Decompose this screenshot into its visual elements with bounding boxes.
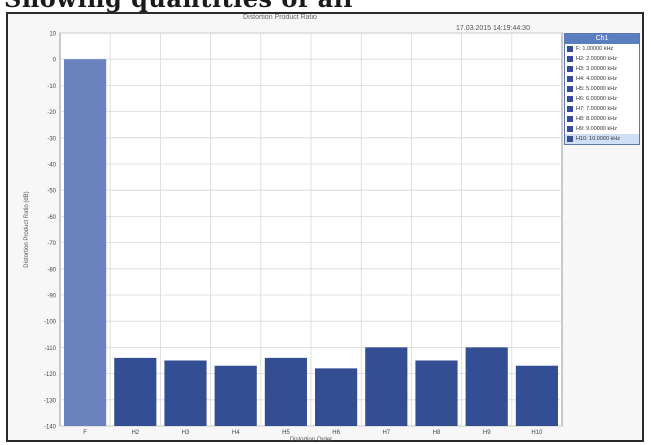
legend-item[interactable]: H10: 10.0000 kHz [565, 134, 639, 144]
legend-item[interactable]: H9: 9.00000 kHz [565, 124, 639, 134]
bar-H5 [264, 357, 307, 426]
legend-swatch [567, 136, 573, 142]
x-tick-label: H3 [182, 430, 190, 436]
x-tick-label: H5 [282, 430, 290, 436]
legend-label: H4: 4.00000 kHz [576, 76, 617, 82]
legend-item[interactable]: H5: 5.00000 kHz [565, 84, 639, 94]
y-axis-label: Distortion Product Ratio (dB) [24, 191, 30, 267]
legend-swatch [567, 76, 573, 82]
legend-items: F: 1.00000 kHz H2: 2.00000 kHz H3: 3.00000… [565, 44, 639, 144]
y-tick-label: -30 [47, 136, 56, 142]
legend-swatch [567, 56, 573, 62]
bar-H3 [164, 360, 207, 426]
y-tick-label: -80 [47, 267, 56, 273]
legend-item[interactable]: F: 1.00000 kHz [565, 44, 639, 54]
legend-item[interactable]: H6: 6.00000 kHz [565, 94, 639, 104]
legend-item[interactable]: H4: 4.00000 kHz [565, 74, 639, 84]
bar-F [64, 59, 107, 426]
legend-swatch [567, 96, 573, 102]
legend-swatch [567, 86, 573, 92]
y-tick-label: 10 [49, 32, 56, 38]
legend-swatch [567, 106, 573, 112]
y-tick-label: -110 [44, 346, 56, 352]
legend-label: H7: 7.00000 kHz [576, 106, 617, 112]
legend-label: H3: 3.00000 kHz [576, 66, 617, 72]
y-tick-label: -90 [47, 294, 56, 300]
legend-label: H9: 9.00000 kHz [576, 126, 617, 132]
chart-legend: Ch1 F: 1.00000 kHz H2: 2.00000 kHz H3: 3.0… [564, 33, 640, 145]
legend-label: H2: 2.00000 kHz [576, 56, 617, 62]
y-tick-label: -120 [44, 372, 57, 378]
legend-title: Ch1 [565, 34, 639, 44]
legend-label: F: 1.00000 kHz [576, 46, 614, 52]
x-tick-label: H8 [433, 430, 441, 436]
chart-timestamp: 17.03.2015 14:19:44:30 [456, 25, 530, 32]
y-tick-label: -60 [47, 215, 56, 221]
bar-H6 [315, 368, 358, 426]
legend-label: H10: 10.0000 kHz [576, 136, 621, 142]
x-tick-label: F [83, 430, 87, 436]
x-tick-label: H9 [483, 430, 491, 436]
bar-H4 [214, 365, 257, 426]
legend-swatch [567, 66, 573, 72]
chart-title: Distortion Product Ratio [243, 14, 317, 21]
legend-item[interactable]: H3: 3.00000 kHz [565, 64, 639, 74]
y-tick-label: -70 [47, 241, 56, 247]
legend-label: H6: 6.00000 kHz [576, 96, 617, 102]
x-tick-label: H4 [232, 430, 240, 436]
legend-swatch [567, 126, 573, 132]
legend-item[interactable]: H2: 2.00000 kHz [565, 54, 639, 64]
x-tick-label: H2 [131, 430, 139, 436]
bar-H8 [415, 360, 458, 426]
bar-H9 [465, 347, 508, 426]
bar-H7 [365, 347, 408, 426]
y-tick-label: -40 [47, 163, 56, 169]
legend-label: H8: 8.00000 kHz [576, 116, 617, 122]
x-tick-label: H6 [332, 430, 340, 436]
y-tick-label: 0 [53, 58, 57, 64]
x-tick-label: H10 [531, 430, 543, 436]
legend-label: H5: 5.00000 kHz [576, 86, 617, 92]
bar-H10 [515, 365, 558, 426]
y-tick-label: -10 [47, 84, 56, 90]
y-tick-label: -100 [44, 320, 57, 326]
y-tick-label: -140 [44, 425, 57, 431]
y-tick-label: -20 [47, 110, 56, 116]
legend-swatch [567, 46, 573, 52]
page-heading: Showing quantities of all [4, 0, 353, 13]
legend-swatch [567, 116, 573, 122]
bar-H2 [114, 357, 157, 426]
y-tick-label: -130 [44, 398, 57, 404]
legend-item[interactable]: H7: 7.00000 kHz [565, 104, 639, 114]
legend-item[interactable]: H8: 8.00000 kHz [565, 114, 639, 124]
y-tick-label: -50 [47, 189, 56, 195]
x-axis-label: Distortion Order [290, 437, 332, 443]
x-tick-label: H7 [382, 430, 390, 436]
